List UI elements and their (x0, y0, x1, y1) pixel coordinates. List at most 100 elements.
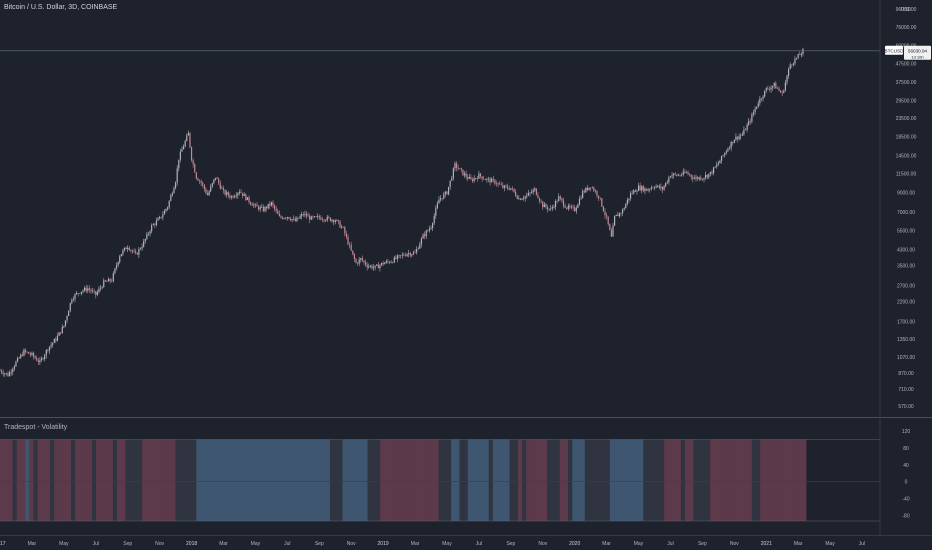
candle-body (637, 185, 640, 191)
candle-body (48, 346, 51, 351)
candle-body (706, 174, 708, 178)
candle-body (320, 217, 322, 220)
candle-body (36, 358, 38, 361)
price-axis[interactable]: 96000.0076000.0060000.0047500.0037500.00… (896, 7, 917, 410)
candle-body (246, 197, 249, 201)
candle-body (281, 217, 284, 219)
price-tick-label: 1350.00 (897, 337, 915, 343)
volatility-band (71, 439, 76, 522)
volatility-band (8, 439, 13, 522)
time-tick-label: Mar (219, 541, 228, 547)
volatility-band (388, 439, 393, 522)
volatility-band (187, 439, 193, 522)
volatility-band (346, 439, 352, 522)
indicator-axis[interactable]: 120 80 40 0 -40 -80 (902, 429, 911, 520)
candle-body (392, 262, 394, 263)
candle-body (44, 355, 46, 359)
candle-body (617, 214, 619, 217)
volatility-band (233, 439, 239, 522)
candle-body (583, 191, 585, 193)
candle-body (53, 339, 55, 343)
candle-body (717, 163, 719, 165)
candle-body (396, 255, 399, 259)
candle-body (499, 183, 501, 185)
candle-body (471, 179, 474, 182)
candle-body (117, 262, 119, 266)
volatility-band (614, 439, 619, 522)
candle-body (789, 64, 791, 70)
indicator-tick-label: -80 (902, 514, 909, 520)
candle-body (289, 218, 292, 221)
volatility-band (476, 439, 481, 522)
volatility-band (133, 439, 139, 522)
candle-body (114, 268, 116, 274)
candle-body (523, 198, 525, 200)
symbol-tag-text: BTCUSD (885, 49, 905, 54)
candle-body (309, 215, 311, 220)
volatility-band (329, 439, 335, 522)
candle-body (103, 280, 105, 288)
candle-body (361, 258, 363, 261)
time-axis[interactable]: 2017 Mar May Jul Sep Nov 2018 Mar May Jul Sep Nov 20… (0, 541, 865, 547)
candle-body (61, 327, 63, 334)
candle-body (733, 139, 735, 144)
volatility-band (154, 439, 160, 522)
volatility-band (112, 439, 118, 522)
candle-body (586, 187, 589, 191)
volatility-band (722, 439, 728, 522)
candle-body (548, 208, 550, 210)
candle-body (451, 178, 453, 181)
volatility-band (555, 439, 561, 522)
time-tick-label: 2017 (0, 541, 6, 547)
guide-lines (0, 0, 932, 536)
candle-body (623, 208, 625, 210)
candle-body (749, 120, 751, 122)
candle-body (799, 54, 801, 56)
currency-label: USD (901, 7, 912, 13)
candle-body (690, 174, 692, 178)
volatility-band (317, 439, 322, 522)
volatility-band (593, 439, 598, 522)
candle-body (293, 218, 295, 220)
volatility-band (129, 439, 134, 522)
volatility-band (58, 439, 63, 522)
volatility-band (634, 439, 640, 522)
volatility-band (125, 439, 130, 522)
candle-body (356, 262, 359, 264)
price-tick-label: 570.00 (898, 404, 914, 410)
candle-body (163, 210, 166, 215)
candle-body (666, 182, 668, 183)
candle-body (794, 58, 796, 64)
candle-body (800, 53, 802, 56)
volatility-band (300, 439, 306, 522)
candle-body (419, 244, 421, 249)
candle-body (631, 193, 633, 194)
volatility-band (484, 439, 490, 522)
candle-body (720, 155, 723, 161)
candle-body (519, 198, 522, 200)
candle-body (615, 214, 617, 216)
candle-body (682, 171, 684, 175)
candle-body (138, 249, 140, 255)
candle-body (772, 86, 774, 88)
candle-body (98, 288, 100, 292)
candle-body (334, 220, 336, 223)
candle-body (802, 48, 804, 54)
candle-body (725, 151, 727, 153)
candle-body (15, 361, 17, 367)
volatility-band (551, 439, 556, 522)
candle-body (339, 221, 341, 228)
volatility-band (304, 439, 310, 522)
candle-body (454, 163, 456, 169)
volatility-band (321, 439, 327, 522)
time-tick-label: 2019 (378, 541, 389, 547)
candle-body (430, 228, 432, 229)
volatility-band (338, 439, 343, 522)
volatility-band (659, 439, 665, 522)
volatility-band (100, 439, 105, 522)
candle-body (695, 177, 697, 179)
volatility-band (363, 439, 368, 522)
volatility-band (4, 439, 9, 522)
candle-body (502, 184, 504, 188)
